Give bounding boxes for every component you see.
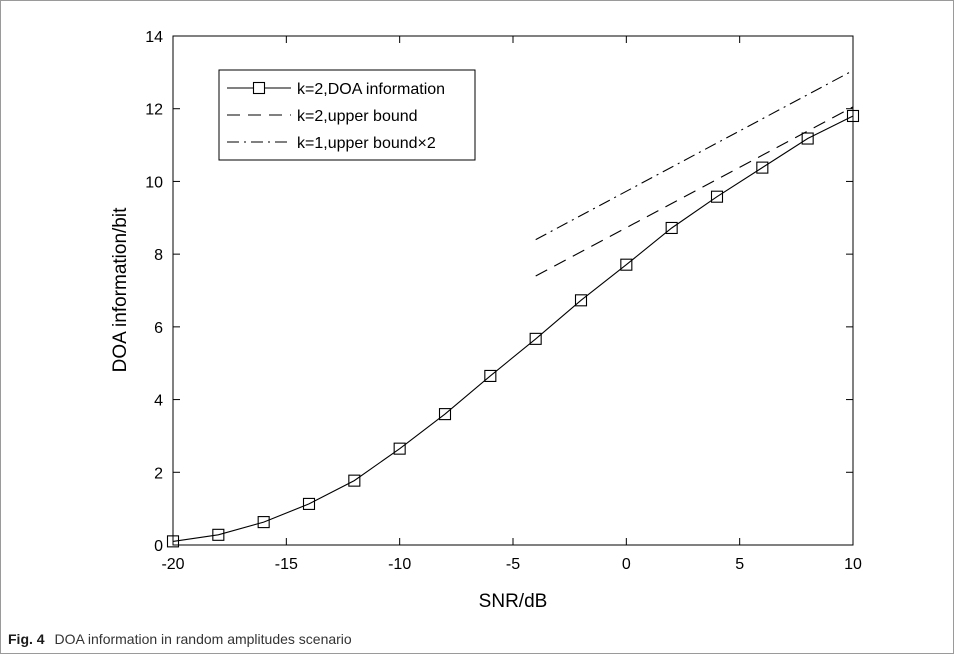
axis-ticks: -20 -15 -10 -5 0 5 10 0 2 4 6 8 10 12 14 [145, 29, 862, 573]
y-tick-label: 12 [145, 102, 163, 119]
data-point-marker [620, 258, 633, 271]
y-tick-label: 14 [145, 29, 163, 46]
y-tick-label: 0 [154, 538, 163, 555]
x-tick-label: 10 [844, 556, 862, 573]
y-tick-label: 10 [145, 174, 163, 191]
figure-caption-label: Fig. 4 [8, 631, 45, 647]
x-tick-label: -5 [506, 556, 520, 573]
data-point-marker [710, 190, 724, 203]
data-point-marker [393, 442, 406, 455]
legend-entry-label: k=2,upper bound [297, 108, 418, 125]
y-axis-label: DOA information/bit [110, 207, 131, 372]
data-point-marker [438, 408, 452, 421]
series-line [172, 115, 854, 542]
data-point-marker [801, 132, 814, 145]
y-tick-label: 2 [154, 465, 163, 482]
data-point-marker [166, 535, 180, 548]
series-line [535, 106, 854, 277]
figure-caption: Fig. 4 DOA information in random amplitu… [8, 631, 352, 647]
y-tick-label: 4 [154, 393, 163, 410]
x-tick-label: -20 [161, 556, 184, 573]
data-point-marker [665, 221, 678, 235]
data-point-marker [212, 528, 225, 541]
x-tick-label: 0 [622, 556, 631, 573]
series-layer [166, 70, 860, 548]
y-tick-label: 6 [154, 320, 163, 337]
legend-marker-sample [252, 81, 266, 95]
data-point-marker [756, 161, 769, 174]
x-tick-label: -10 [388, 556, 411, 573]
data-point-marker [484, 369, 497, 382]
data-point-marker [302, 497, 316, 510]
legend: k=2,DOA information k=2,upper bound k=1,up… [218, 69, 476, 161]
data-point-marker [257, 516, 270, 529]
data-point-marker [348, 474, 361, 487]
data-point-marker [529, 332, 542, 345]
data-point-marker [574, 294, 588, 307]
series-line [535, 70, 854, 241]
data-point-marker [846, 109, 860, 123]
legend-entry-label: k=2,DOA information [297, 81, 445, 98]
x-axis-label: SNR/dB [479, 591, 548, 612]
x-tick-label: -15 [275, 556, 298, 573]
y-tick-label: 8 [154, 247, 163, 264]
figure-caption-text: DOA information in random amplitudes sce… [54, 631, 352, 647]
legend-entry-label: k=1,upper bound×2 [297, 135, 436, 152]
x-tick-label: 5 [735, 556, 744, 573]
